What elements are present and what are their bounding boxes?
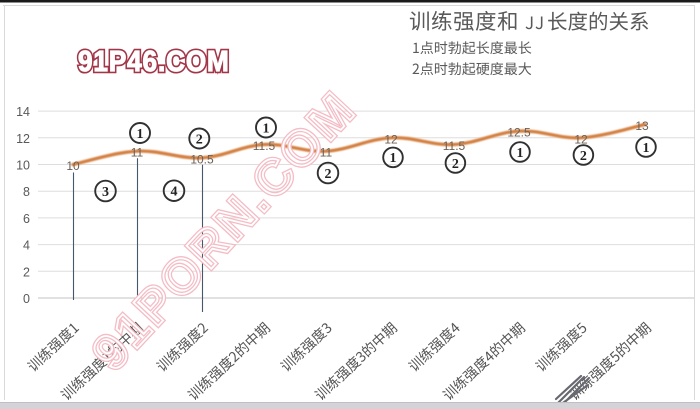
svg-text:11: 11 [131, 146, 144, 160]
svg-text:12: 12 [574, 132, 588, 146]
svg-text:12.5: 12.5 [507, 126, 531, 140]
svg-text:2: 2 [325, 167, 332, 182]
svg-text:1: 1 [517, 146, 524, 161]
svg-text:2: 2 [452, 157, 459, 172]
svg-text:91P46.COM: 91P46.COM [78, 45, 230, 78]
svg-text:1: 1 [137, 127, 144, 142]
svg-text:3: 3 [102, 185, 109, 200]
svg-text:11.5: 11.5 [253, 139, 276, 153]
svg-text:11.5: 11.5 [443, 139, 466, 153]
svg-text:2: 2 [23, 265, 30, 279]
svg-text:14: 14 [16, 105, 30, 119]
svg-text:0: 0 [23, 292, 30, 306]
svg-text:91P46.COM: 91P46.COM [78, 45, 230, 78]
svg-text:8: 8 [23, 185, 30, 199]
svg-text:1: 1 [390, 151, 397, 166]
svg-text:11: 11 [320, 146, 333, 160]
svg-text:6: 6 [23, 212, 30, 226]
svg-text:12: 12 [384, 132, 398, 146]
svg-text:1: 1 [643, 141, 650, 156]
svg-text:4: 4 [171, 185, 178, 200]
svg-text:10: 10 [16, 159, 30, 173]
svg-text:12: 12 [16, 132, 30, 146]
svg-text:10: 10 [66, 159, 80, 173]
svg-text:1: 1 [263, 121, 270, 136]
svg-text:2: 2 [196, 132, 203, 147]
svg-text:10.5: 10.5 [190, 152, 214, 166]
svg-text:13: 13 [635, 119, 649, 133]
svg-text:4: 4 [23, 239, 30, 253]
svg-text:2: 2 [580, 149, 587, 164]
